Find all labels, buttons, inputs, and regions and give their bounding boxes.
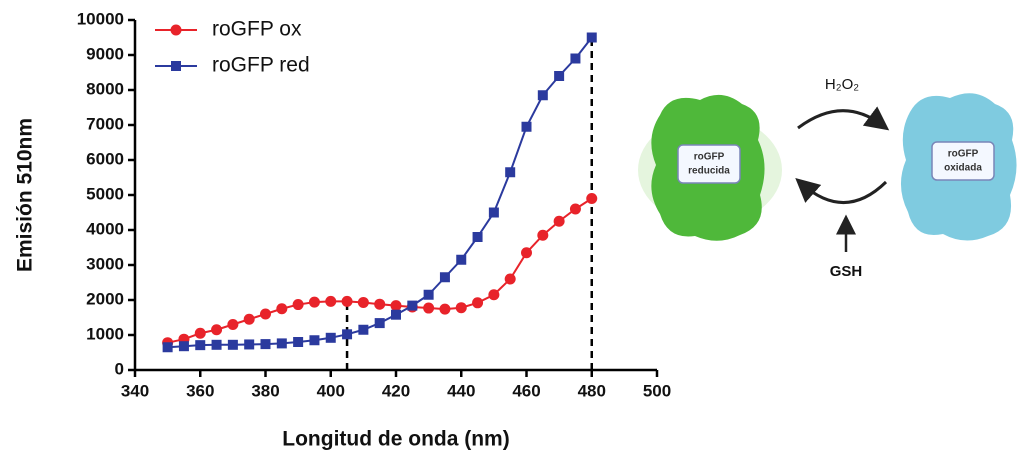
point [521,247,532,259]
x-axis-title: Longitud de onda (nm) [282,428,509,451]
point [357,296,369,308]
point [211,339,222,350]
point [586,193,598,204]
point [276,303,288,315]
x-tick-label: 400 [317,381,345,400]
x-tick-label: 380 [251,381,279,400]
y-axis-title: Emisión 510nm [14,118,37,272]
point [439,303,451,315]
point [244,339,255,350]
point [195,340,206,351]
arrow-label: H₂O₂ [825,76,859,93]
point [390,300,402,312]
y-tick-label: 8000 [86,79,124,98]
x-tick-label: 340 [121,381,149,400]
point [423,289,434,300]
y-tick-label: 9000 [86,44,124,63]
point [325,332,336,343]
point [537,90,548,101]
point [358,324,369,335]
x-tick-label: 460 [512,381,540,400]
point [521,121,532,132]
point [407,300,418,311]
x-tick-label: 500 [643,381,671,400]
point [341,295,353,307]
legend-label: roGFP red [212,54,310,77]
y-tick-label: 6000 [86,149,124,168]
y-tick-label: 2000 [86,289,124,308]
point [553,215,565,227]
label-box [677,144,741,184]
point [211,324,223,336]
point [505,167,516,178]
arrow-label: GSH [830,263,863,280]
point [293,337,304,347]
point [243,313,255,325]
point [439,272,450,283]
x-tick-label: 480 [578,381,606,400]
point [537,229,549,241]
point [325,295,337,307]
arrow [797,106,890,131]
point [227,319,239,330]
node-label: roGFP [694,152,725,163]
x-tick-label: 360 [186,381,214,400]
point [309,335,320,346]
point [504,273,516,285]
point [260,339,271,350]
point [374,318,385,329]
point [276,338,287,349]
y-tick-label: 3000 [86,254,124,273]
legend-label: roGFP ox [212,18,302,41]
label-box [931,141,995,181]
point [374,298,386,310]
y-tick-label: 7000 [86,114,124,133]
point [178,341,189,352]
point [472,232,483,242]
point [292,299,304,311]
point [423,302,435,314]
point [586,32,597,43]
point [162,342,173,353]
y-tick-label: 0 [115,359,124,378]
x-tick-label: 420 [382,381,410,400]
point [554,71,565,81]
point [456,254,467,265]
point [569,203,581,215]
point [472,297,484,309]
point [488,207,499,218]
node-label: oxidada [944,163,982,174]
y-tick-label: 10000 [77,9,124,28]
node-label: roGFP [948,149,979,160]
point [194,327,206,339]
point [227,339,238,350]
point [391,309,401,320]
x-tick-label: 440 [447,381,475,400]
y-tick-label: 4000 [86,219,124,238]
point [455,302,467,314]
point [570,53,581,64]
legend-marker [170,24,182,36]
node-label: reducida [688,166,730,177]
y-tick-label: 1000 [86,324,124,343]
y-tick-label: 5000 [86,184,124,203]
point [342,329,353,340]
arrow [795,178,888,204]
point [308,296,320,308]
point [488,289,500,301]
legend-marker [171,61,181,71]
point [260,308,271,320]
